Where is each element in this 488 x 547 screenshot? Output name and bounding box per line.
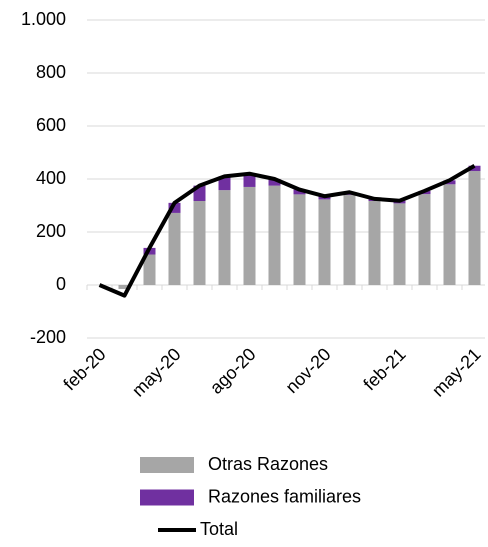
bar-segment [343,194,356,285]
bar-segment [318,199,331,285]
bar-segment [118,285,131,289]
x-tick-label: feb-21 [359,344,409,394]
bar-segment [393,203,406,285]
bar-segment [443,184,456,285]
x-tick-label: ago-20 [206,344,260,398]
x-tick-label: feb-20 [59,344,109,394]
bar-segment [268,179,281,186]
bar-segment [168,202,181,213]
bar-segment [243,173,256,187]
legend-label: Otras Razones [208,454,328,474]
bar-segment [468,171,481,285]
y-tick-label: -200 [30,327,66,347]
legend-label: Razones familiares [208,486,361,506]
y-tick-label: 600 [36,115,66,135]
bar-segment [268,185,281,285]
x-tick-label: may-21 [428,344,485,401]
bar-segment [218,190,231,285]
bar-segment [468,165,481,172]
y-tick-label: 1.000 [21,9,66,29]
line [98,164,476,298]
legend-label: Total [200,519,238,539]
y-tick-label: 0 [56,274,66,294]
bar-segment [293,194,306,285]
x-tick-label: nov-20 [282,344,335,397]
bar-segment [368,200,381,285]
x-tick-label: may-20 [128,344,185,401]
bar-segment [243,186,256,285]
bar-segment [218,176,231,191]
y-tick-label: 200 [36,221,66,241]
bar-segment [418,194,431,285]
legend-swatch [140,489,194,506]
bar-segment [143,254,156,285]
y-tick-label: 400 [36,168,66,188]
legend-swatch [140,457,194,473]
bar-segment [293,189,306,195]
bar-segment [168,212,181,285]
y-tick-label: 800 [36,62,66,82]
bar-segment [193,200,206,285]
